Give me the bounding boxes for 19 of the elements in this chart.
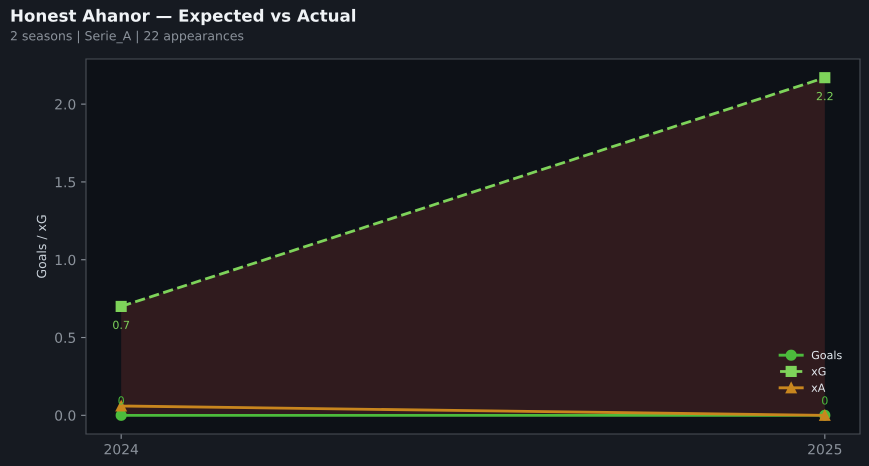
data-label: 0 [822, 396, 828, 405]
y-tick-label: 0.5 [55, 332, 76, 343]
data-label: 0 [118, 396, 124, 405]
y-tick-label: 1.5 [56, 177, 76, 188]
point [819, 72, 830, 84]
legend-label: xG [811, 367, 826, 376]
x-tick-label: 2025 [808, 444, 842, 454]
y-tick-label: 2.0 [55, 99, 76, 110]
chart-title: Honest Ahanor — Expected vs Actual [12, 8, 356, 26]
y-tick-label: 1.0 [56, 254, 76, 266]
legend-label: xA [811, 384, 826, 392]
point [116, 300, 127, 312]
x-tick-label: 2024 [104, 444, 138, 454]
data-label: 0.7 [113, 320, 130, 330]
data-label: 2.2 [816, 92, 833, 100]
legend-label: Goals [812, 350, 842, 360]
y-tick-label: 0.0 [55, 410, 76, 421]
chart-subtitle: 2 seasons | Serie_A | 22 appearances [10, 30, 244, 44]
y-axis-title: Goals / xG [36, 215, 48, 278]
